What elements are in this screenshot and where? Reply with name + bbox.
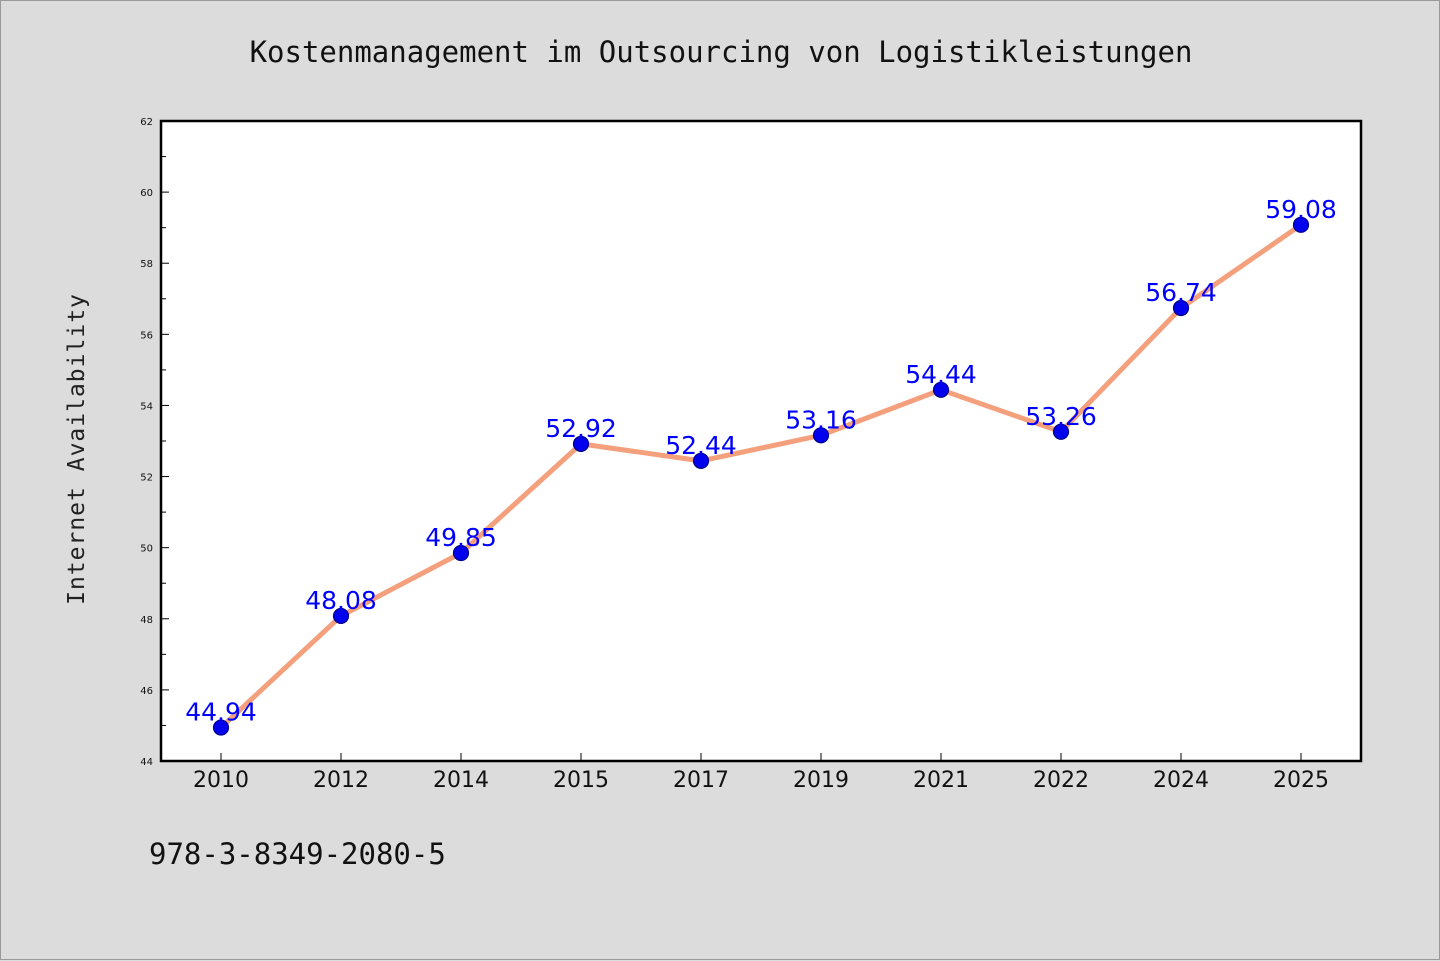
data-value-label: 44.94 <box>185 698 257 727</box>
data-point-marker <box>452 544 470 562</box>
y-tick-label: 46 <box>140 686 153 697</box>
series-line <box>218 222 1304 731</box>
data-point-marker <box>212 719 230 736</box>
data-point-marker <box>332 607 350 625</box>
data-point-marker <box>1052 423 1070 440</box>
data-point-marker <box>812 427 830 444</box>
data-value-label: 59.08 <box>1265 195 1337 224</box>
y-axis-ticks: 44 46 48 50 52 54 56 58 60 62 <box>140 117 169 768</box>
y-tick-label: 50 <box>140 544 153 555</box>
data-value-label: 54.44 <box>905 360 977 389</box>
x-tick-label: 2014 <box>433 768 489 793</box>
x-tick-label: 2017 <box>673 768 729 793</box>
data-point-marker <box>572 435 590 452</box>
data-value-label: 53.26 <box>1025 402 1097 431</box>
data-labels: 44.94 48.08 49.85 52.92 52.44 53.16 54.44 53.26… <box>185 195 1337 727</box>
x-tick-label: 2024 <box>1153 768 1209 793</box>
x-tick-label: 2021 <box>913 768 969 793</box>
data-value-label: 56.74 <box>1145 278 1217 307</box>
y-tick-label: 54 <box>140 401 153 412</box>
x-axis-ticks: 2010 2012 2014 2015 2017 2019 2021 2022 2024 2025 <box>193 753 1329 793</box>
y-tick-label: 52 <box>140 473 153 484</box>
chart-title: Kostenmanagement im Outsourcing von Logi… <box>249 35 1193 69</box>
y-tick-label: 56 <box>140 330 153 341</box>
y-tick-label: 60 <box>140 188 153 199</box>
data-point-marker <box>1172 299 1190 317</box>
x-tick-label: 2025 <box>1273 768 1329 793</box>
x-tick-label: 2010 <box>193 768 249 793</box>
isbn-footer-text: 978-3-8349-2080-5 <box>149 837 446 871</box>
x-tick-label: 2015 <box>553 768 609 793</box>
y-tick-label: 48 <box>140 615 153 626</box>
y-tick-label: 62 <box>140 117 153 128</box>
data-value-label: 48.08 <box>305 586 377 615</box>
data-value-label: 49.85 <box>425 523 497 552</box>
data-point-marker <box>1292 216 1310 233</box>
x-tick-label: 2012 <box>313 768 369 793</box>
series-line-group <box>218 222 1304 731</box>
x-tick-label: 2022 <box>1033 768 1089 793</box>
data-value-label: 53.16 <box>785 405 857 434</box>
x-tick-label: 2019 <box>793 768 849 793</box>
y-tick-label: 44 <box>140 757 153 768</box>
series-markers <box>212 216 1310 736</box>
data-value-label: 52.44 <box>665 431 737 460</box>
plot-area <box>159 119 1363 763</box>
data-point-marker <box>692 452 710 470</box>
y-tick-label: 58 <box>140 259 153 270</box>
data-point-marker <box>932 381 950 398</box>
data-value-label: 52.92 <box>545 414 617 443</box>
